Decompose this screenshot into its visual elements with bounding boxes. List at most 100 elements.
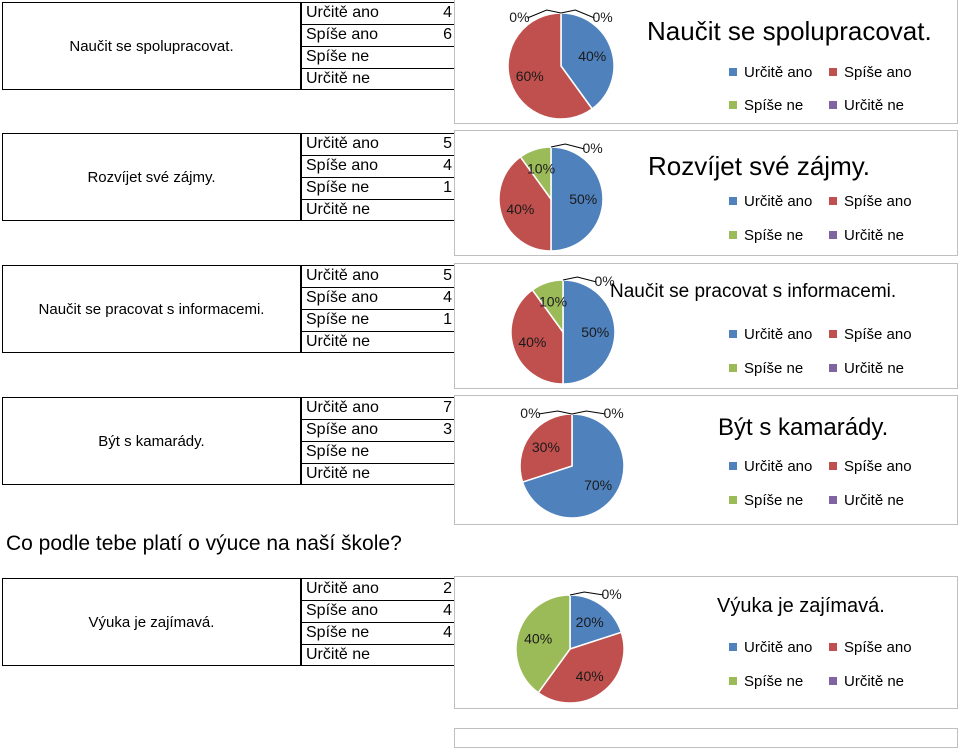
legend-swatch bbox=[829, 330, 837, 339]
legend-item: Určitě ne bbox=[829, 97, 904, 114]
legend-swatch bbox=[829, 643, 837, 652]
legend-item: Určitě ano bbox=[729, 326, 812, 343]
legend-item: Spíše ne bbox=[729, 673, 803, 690]
row-label: Spíše ano bbox=[306, 421, 379, 438]
row-label: Spíše ne bbox=[306, 48, 370, 65]
legend-label: Určitě ano bbox=[744, 193, 813, 210]
table-row: Určitě ano 7 bbox=[302, 398, 456, 420]
table-row: Spíše ne bbox=[302, 47, 456, 69]
legend-item: Určitě ne bbox=[829, 360, 904, 377]
pie-chart: 40% 60% 0% 0% bbox=[507, 9, 615, 120]
pie-slice bbox=[569, 594, 623, 651]
chart-box: 50% 40% 10% 0% Rozvíjet své zájmy. Určitě a… bbox=[454, 130, 958, 256]
legend-label: Spíše ano bbox=[844, 326, 912, 343]
legend-label: Spíše ano bbox=[844, 64, 912, 81]
data-label: 40% bbox=[518, 334, 546, 350]
data-label: 40% bbox=[578, 48, 606, 64]
table-row: Určitě ne bbox=[302, 464, 456, 486]
legend-label: Určitě ne bbox=[844, 360, 905, 377]
row-label: Určitě ne bbox=[306, 70, 371, 87]
row-label: Spíše ne bbox=[306, 443, 370, 460]
table-row: Spíše ne 1 bbox=[302, 310, 456, 332]
chart-title: Být s kamarády. bbox=[718, 414, 889, 441]
legend-item: Spíše ano bbox=[829, 639, 912, 656]
row-label: Určitě ano bbox=[306, 267, 379, 284]
table-row: Spíše ano 6 bbox=[302, 25, 456, 47]
chart-title: Rozvíjet své zájmy. bbox=[648, 151, 871, 181]
data-label: 0% bbox=[520, 405, 540, 421]
pie-slice bbox=[519, 146, 552, 202]
question-cell: Naučit se pracovat s informacemi. bbox=[2, 265, 301, 353]
pie-slice bbox=[498, 155, 552, 252]
chart-title: Naučit se pracovat s informacemi. bbox=[610, 281, 897, 302]
table-row: Spíše ne bbox=[302, 442, 456, 464]
legend-swatch bbox=[729, 68, 737, 77]
answer-table: Určitě ano 5 Spíše ano 4 Spíše ne 1 Určitě … bbox=[301, 265, 456, 354]
table-row: Určitě ano 4 bbox=[302, 3, 456, 25]
legend-item: Spíše ne bbox=[729, 360, 803, 377]
row-value: 1 bbox=[443, 179, 452, 196]
row-value: 2 bbox=[443, 580, 452, 597]
legend-swatch bbox=[729, 330, 737, 339]
table-row: Spíše ano 4 bbox=[302, 288, 456, 310]
question-cell: Výuka je zajímavá. bbox=[2, 578, 301, 666]
question-cell: Rozvíjet své zájmy. bbox=[2, 133, 301, 221]
legend-item: Určitě ano bbox=[729, 64, 812, 81]
table-row: Určitě ne bbox=[302, 200, 456, 222]
legend-swatch bbox=[729, 643, 737, 652]
row-value: 5 bbox=[443, 267, 452, 284]
chart-box: 50% 40% 10% 0% Naučit se pracovat s informa… bbox=[454, 263, 958, 389]
question-label: Rozvíjet své zájmy. bbox=[87, 168, 216, 186]
legend-item: Spíše ne bbox=[729, 97, 803, 114]
legend-label: Spíše ano bbox=[844, 193, 912, 210]
pie-slice bbox=[510, 288, 564, 385]
row-value: 4 bbox=[443, 289, 452, 306]
data-label: 0% bbox=[594, 273, 614, 289]
question-label: Naučit se pracovat s informacemi. bbox=[38, 300, 265, 318]
pie-chart: 20% 40% 40% 0% bbox=[515, 586, 625, 704]
data-label: 60% bbox=[516, 68, 544, 84]
legend-label: Spíše ano bbox=[844, 458, 912, 475]
pie-chart: 70% 30% 0% 0% bbox=[519, 405, 625, 519]
legend-item: Spíše ano bbox=[829, 326, 912, 343]
question-label: Výuka je zajímavá. bbox=[88, 613, 215, 631]
question-label: Naučit se spolupracovat. bbox=[69, 37, 234, 55]
row-value: 1 bbox=[443, 311, 452, 328]
legend-item: Spíše ano bbox=[829, 64, 912, 81]
data-label: 30% bbox=[532, 439, 560, 455]
data-label: 50% bbox=[569, 191, 597, 207]
row-label: Spíše ano bbox=[306, 602, 379, 619]
row-value: 4 bbox=[443, 157, 452, 174]
row-value: 4 bbox=[443, 602, 452, 619]
pie-slice bbox=[550, 146, 604, 252]
leader-line bbox=[538, 410, 573, 415]
question-cell: Naučit se spolupracovat. bbox=[2, 2, 301, 90]
legend-swatch bbox=[729, 231, 737, 240]
table-row: Určitě ne bbox=[302, 645, 456, 667]
data-label: 10% bbox=[539, 293, 567, 309]
table-row: Spíše ne 1 bbox=[302, 178, 456, 200]
row-label: Určitě ne bbox=[306, 646, 371, 663]
legend-swatch bbox=[729, 496, 737, 505]
table-row: Určitě ne bbox=[302, 332, 456, 354]
row-label: Určitě ne bbox=[306, 201, 371, 218]
chart-box: 40% 60% 0% 0% Naučit se spolupracovat. Urči… bbox=[454, 0, 958, 124]
row-value: 4 bbox=[443, 624, 452, 641]
legend-item: Určitě ano bbox=[729, 193, 812, 210]
row-label: Určitě ano bbox=[306, 135, 379, 152]
table-row: Určitě ano 2 bbox=[302, 579, 456, 601]
leader-line bbox=[562, 276, 597, 283]
row-value: 5 bbox=[443, 135, 452, 152]
legend-item: Určitě ne bbox=[829, 492, 904, 509]
leader-line bbox=[560, 9, 595, 19]
table-row: Určitě ne bbox=[302, 69, 456, 91]
row-label: Spíše ano bbox=[306, 157, 379, 174]
legend-item: Určitě ano bbox=[729, 639, 812, 656]
legend-label: Určitě ano bbox=[744, 326, 813, 343]
legend-item: Určitě ne bbox=[829, 227, 904, 244]
leader-line bbox=[527, 9, 562, 19]
row-label: Spíše ne bbox=[306, 179, 370, 196]
legend-swatch bbox=[729, 364, 737, 373]
legend-item: Spíše ano bbox=[829, 458, 912, 475]
data-label: 70% bbox=[584, 477, 612, 493]
